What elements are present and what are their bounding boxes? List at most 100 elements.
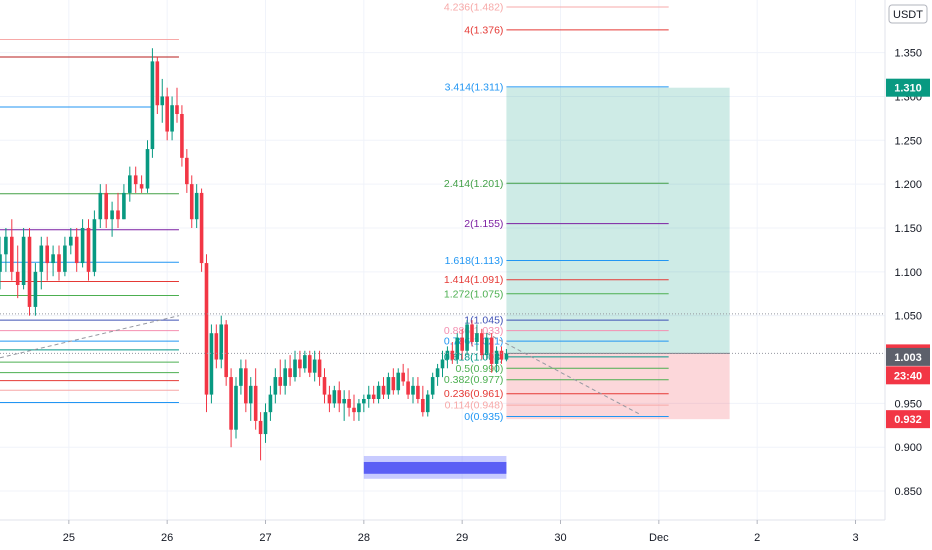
candle-body [57,254,61,272]
candle-body [63,245,67,272]
candles [0,48,509,461]
price-tick-label: 0.900 [894,442,922,454]
candle [465,320,469,356]
candle-body [0,254,2,272]
candle-body [209,333,214,395]
candle-body [51,254,55,264]
long-position-tool[interactable] [506,87,730,420]
candle-body [499,350,504,360]
stop-zone[interactable] [506,353,730,420]
candle-body [371,394,376,399]
candle-body [425,394,430,413]
candle [475,324,479,351]
candle [352,394,356,421]
candle [199,188,204,272]
dashed-trendline[interactable] [0,315,180,359]
candle [494,346,499,373]
candle [10,219,14,281]
price-tag: 1.003 [886,347,930,366]
candle-body [475,333,479,342]
price-tag: 23:40 [886,366,930,385]
trendlines[interactable] [0,315,640,415]
price-tag: 1.310 [886,78,930,97]
candle-body [293,359,297,378]
candle-body [465,324,469,351]
candle [214,324,219,369]
price-tick-label: 1.350 [894,48,922,60]
candle-body [74,236,79,264]
candle [57,245,61,281]
candle [317,350,322,386]
candle-body [347,398,351,408]
candle [253,368,258,430]
candle [396,368,401,395]
candle-body [322,377,327,395]
candle-body [122,192,126,220]
candle-body [489,337,494,364]
candle [263,403,268,443]
candle-body [278,377,283,386]
candle-body [145,149,150,189]
currency-badge[interactable]: USDT [888,4,928,24]
time-tick-label: 27 [259,532,271,544]
candle [406,368,410,399]
candle-body [401,372,405,382]
candle [283,359,287,395]
candle [204,254,209,413]
candle [293,350,297,382]
candle-body [381,385,386,395]
price-tick-label: 0.850 [894,486,922,498]
candle [322,368,327,404]
time-tick-label: 25 [63,532,75,544]
candle [499,346,504,364]
candle-body [362,398,366,404]
candle [33,263,38,316]
candle-body [312,359,317,373]
demand-zone[interactable] [363,455,507,479]
candle [39,236,44,290]
candle-body [110,210,114,220]
candle-body [298,359,302,369]
candle [128,166,132,202]
candle [411,377,415,404]
candle [440,350,445,378]
dashed-trendline[interactable] [486,332,640,415]
candle [470,320,474,347]
candle [430,372,435,399]
candle-body [391,377,396,391]
candle-body [128,175,132,193]
candle [104,184,108,228]
candle-body [268,394,273,413]
candle-body [445,350,450,360]
candle-body [45,245,49,264]
candle-body [4,236,8,255]
candle [342,390,346,421]
candle-body [170,105,174,132]
candle [327,385,332,413]
candle [376,381,381,404]
candle-body [139,184,144,189]
candle [386,372,391,399]
candle [366,385,371,408]
fib-level-label: 1.272(1.075) [444,288,504,300]
candle-body [80,227,85,264]
candle [480,328,484,360]
candle-body [39,245,44,272]
candle [15,245,20,299]
candle [45,236,49,281]
candle-body [416,385,420,399]
fib-level-label: 1.618(1.113) [445,255,504,267]
profit-zone[interactable] [506,87,730,354]
candle-body [21,236,26,285]
candle-body [337,390,342,404]
candle-body [199,192,204,264]
candle [69,227,73,255]
candle-body [435,368,440,378]
candle [86,219,91,281]
candle [175,87,179,123]
candle [298,350,302,378]
candle-body [470,324,474,342]
candle [332,385,337,408]
candle [170,96,174,141]
